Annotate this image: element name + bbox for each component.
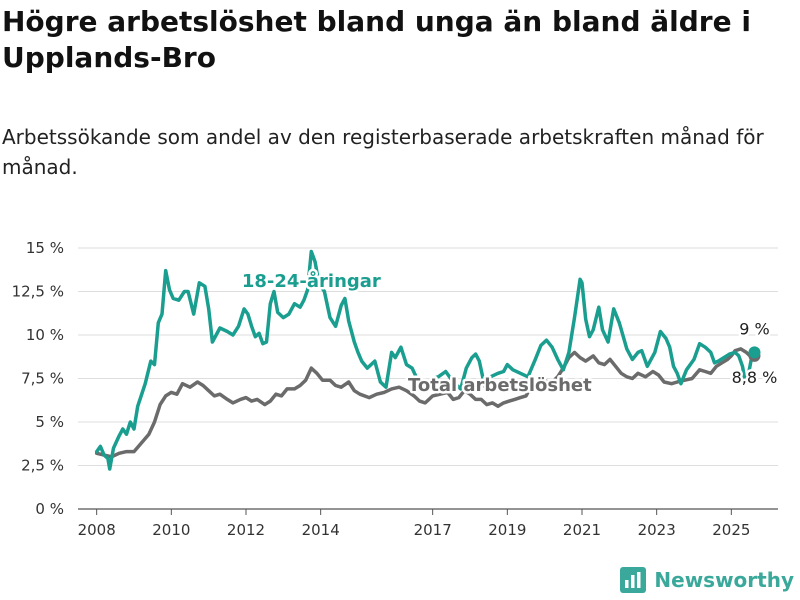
end-label-total-halo: 8,8 % bbox=[732, 368, 778, 387]
chart-subtitle: Arbetssökande som andel av den registerb… bbox=[2, 125, 764, 179]
y-tick-label: 7,5 % bbox=[21, 370, 64, 388]
gridlines bbox=[78, 247, 778, 510]
y-tick-label: 12,5 % bbox=[12, 283, 64, 301]
end-label-youth: 9 % bbox=[739, 319, 769, 338]
bar-chart-logo-icon bbox=[620, 567, 647, 593]
x-tick-label: 2008 bbox=[78, 521, 116, 539]
chart-title: Högre arbetslöshet bland unga än bland ä… bbox=[2, 5, 751, 74]
x-tick-label: 2010 bbox=[152, 521, 190, 539]
series-lines bbox=[94, 249, 761, 471]
y-axis-tick-labels: 0 % 2,5 % 5 % 7,5 % 10 % 12,5 % 15 % bbox=[12, 239, 64, 518]
end-label-youth-halo: 9 % bbox=[739, 319, 769, 338]
series-label-youth-halo: 18-24-åringar bbox=[242, 270, 381, 292]
series-end-point bbox=[748, 346, 761, 359]
y-tick-label: 2,5 % bbox=[21, 457, 64, 475]
series-line-0 bbox=[94, 249, 757, 471]
series-label-total-halo: Total arbetslöshet bbox=[408, 375, 592, 396]
y-tick-label: 5 % bbox=[35, 413, 64, 431]
y-tick-label: 15 % bbox=[26, 239, 64, 257]
brand-name: Newsworthy bbox=[654, 568, 794, 592]
brand-logo: Newsworthy bbox=[620, 562, 794, 598]
y-tick-label: 0 % bbox=[35, 500, 64, 518]
x-tick-label: 2021 bbox=[563, 521, 601, 539]
x-tick-label: 2025 bbox=[712, 521, 750, 539]
x-tick-label: 2019 bbox=[488, 521, 526, 539]
x-tick-label: 2012 bbox=[227, 521, 265, 539]
end-label-total: 8,8 % bbox=[732, 368, 778, 387]
y-tick-label: 10 % bbox=[26, 326, 64, 344]
x-axis: 2008 2010 2012 2014 2017 2019 2021 2023 2025 bbox=[78, 509, 750, 539]
series-label-total: Total arbetslöshet bbox=[408, 375, 592, 396]
x-tick-label: 2023 bbox=[638, 521, 676, 539]
x-tick-label: 2014 bbox=[302, 521, 340, 539]
series-label-youth: 18-24-åringar bbox=[242, 270, 381, 292]
x-tick-label: 2017 bbox=[414, 521, 452, 539]
series-line-1 bbox=[94, 347, 757, 459]
